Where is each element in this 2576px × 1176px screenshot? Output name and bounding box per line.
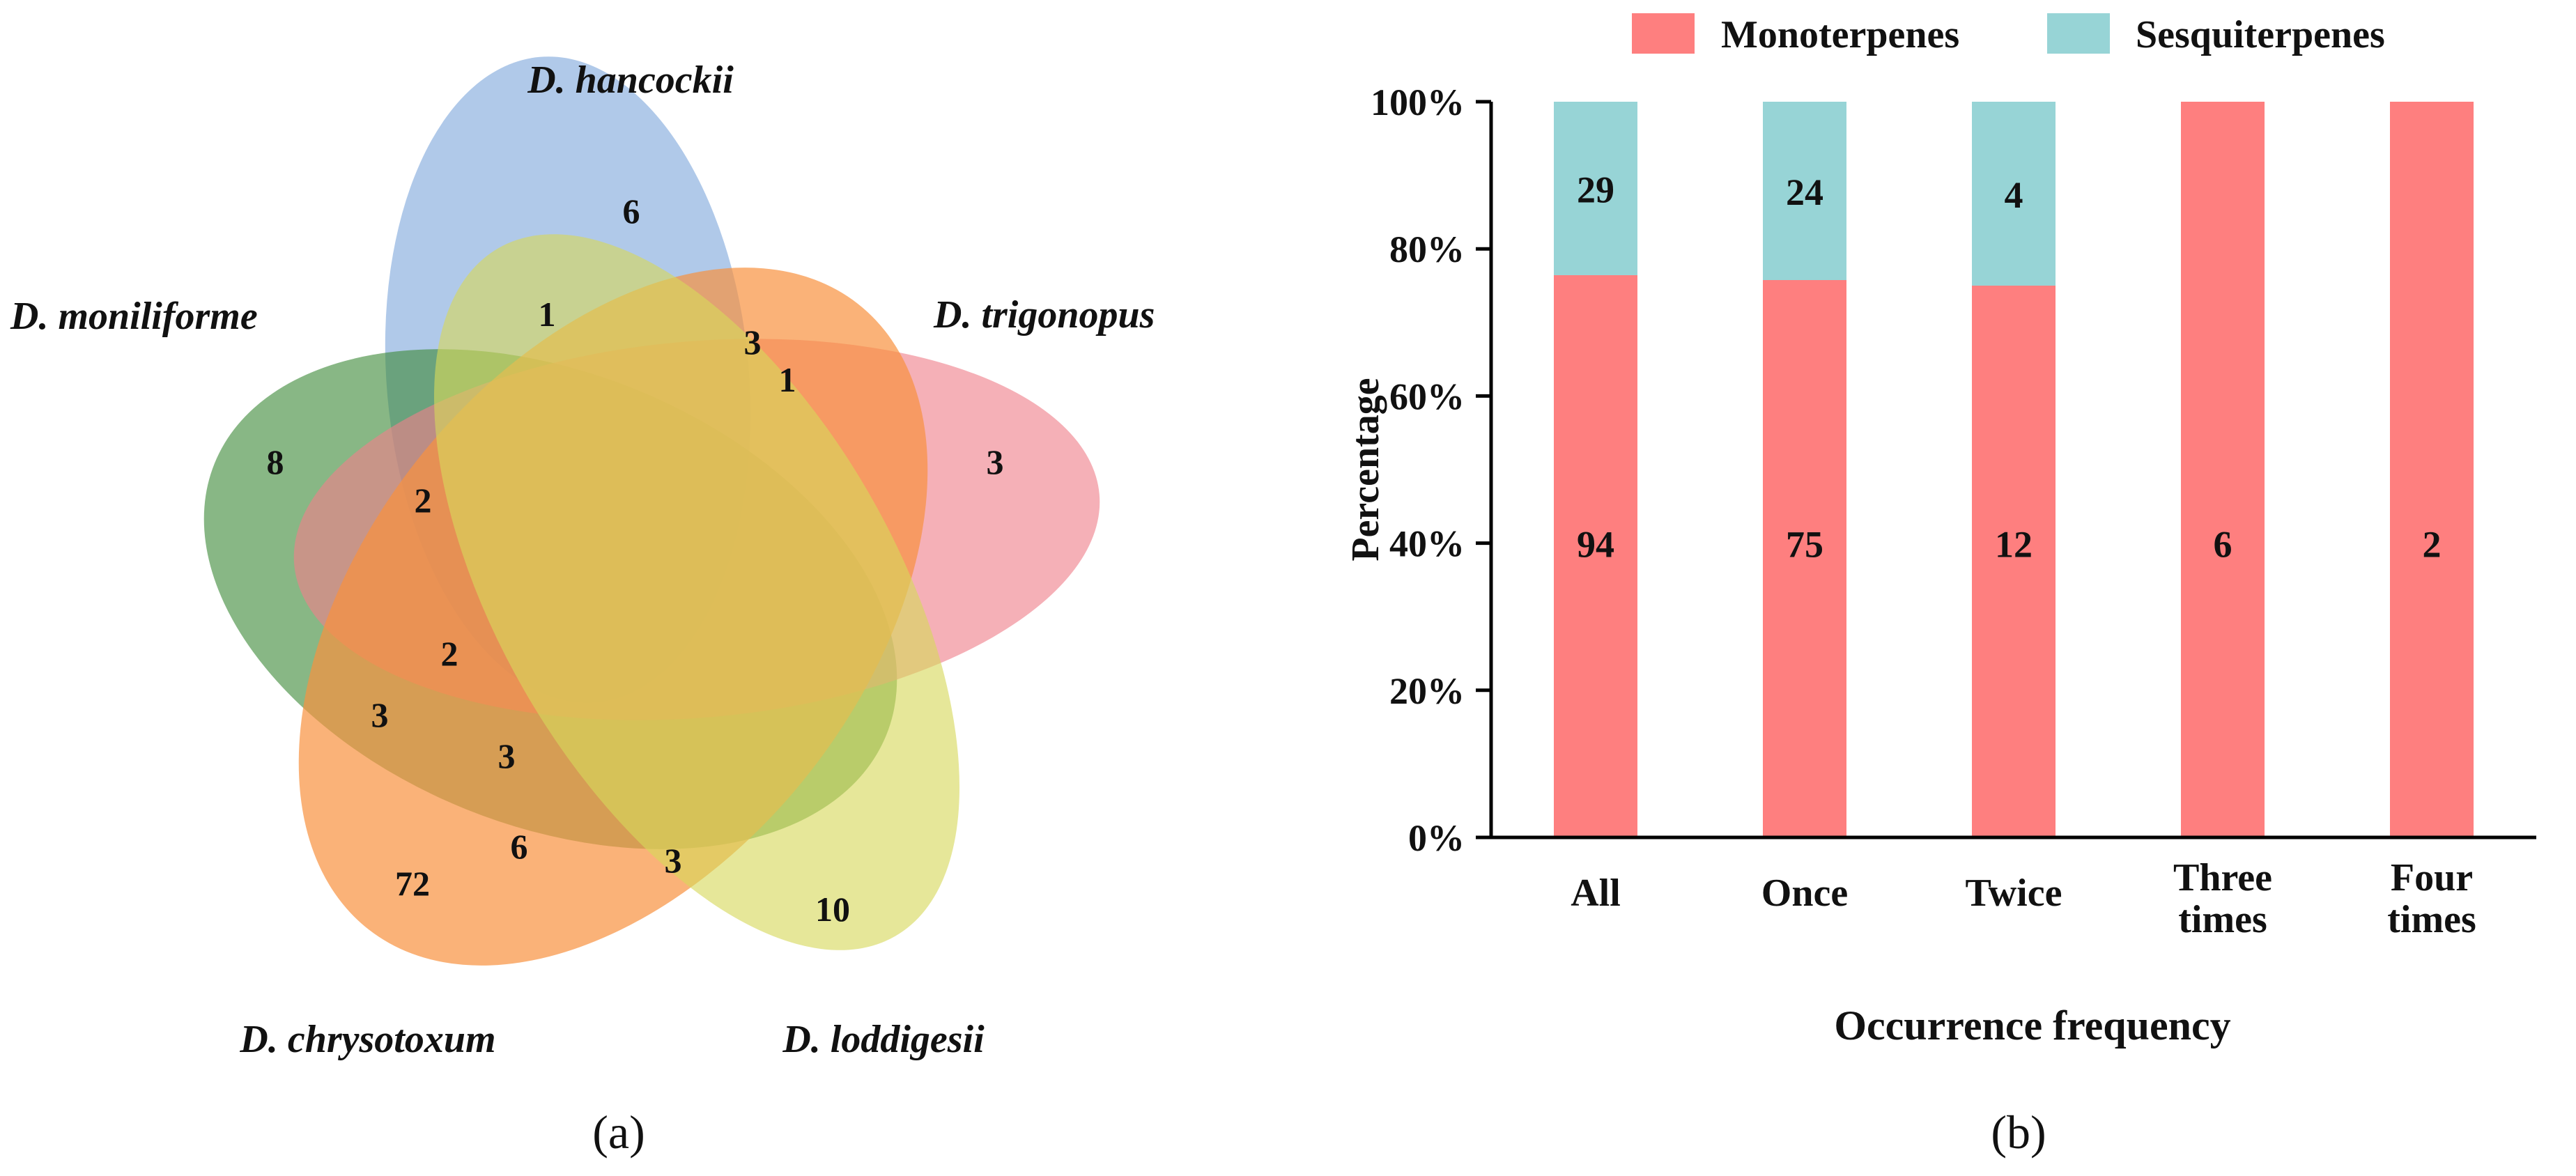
venn-count: 72 bbox=[395, 864, 430, 903]
bar-segment-sesquiterpenes bbox=[1972, 102, 2056, 286]
venn-count: 1 bbox=[539, 295, 556, 334]
bar-segment-monoterpenes bbox=[2390, 102, 2474, 837]
legend-label-sesquiterpenes: Sesquiterpenes bbox=[2136, 13, 2385, 56]
venn-count: 8 bbox=[267, 442, 284, 481]
x-axis-title: Occurrence frequency bbox=[1834, 1003, 2230, 1049]
y-axis-ticks: 0% 20% 40% 60% 80% 100% bbox=[1371, 82, 1491, 859]
venn-counts: 6 1 3 1 3 8 2 2 3 3 6 72 3 10 bbox=[267, 192, 1004, 929]
venn-count: 2 bbox=[441, 634, 458, 673]
venn-count: 6 bbox=[623, 192, 640, 231]
species-label-loddigesii: D. loddigesii bbox=[782, 1018, 985, 1061]
bar-value-label: 94 bbox=[1577, 524, 1614, 566]
legend-swatch-monoterpenes bbox=[1632, 13, 1695, 54]
venn-count: 10 bbox=[815, 890, 850, 929]
venn-count: 3 bbox=[498, 736, 516, 775]
venn-count: 2 bbox=[415, 481, 432, 520]
y-tick-label: 40% bbox=[1389, 523, 1465, 565]
bar-segment-sesquiterpenes bbox=[1554, 102, 1637, 275]
bar-value-label: 6 bbox=[2214, 524, 2232, 566]
bar-value-label: 12 bbox=[1995, 524, 2033, 566]
x-axis-categories: All Once Twice Three times Four times bbox=[1571, 856, 2476, 941]
bar-value-label: 29 bbox=[1577, 169, 1614, 210]
y-tick-label: 60% bbox=[1389, 376, 1465, 417]
y-axis-title: Percentage bbox=[1344, 378, 1387, 561]
venn-diagram: D. hancockii D. moniliforme D. trigonopu… bbox=[10, 56, 1155, 1159]
legend-swatch-sesquiterpenes bbox=[2047, 13, 2110, 54]
venn-count: 3 bbox=[987, 442, 1004, 481]
venn-count: 3 bbox=[744, 323, 762, 362]
x-tick-label: Three times bbox=[2173, 856, 2272, 941]
legend-label-monoterpenes: Monoterpenes bbox=[1721, 13, 1959, 56]
x-tick-label: Twice bbox=[1966, 872, 2062, 915]
bar-segment-sesquiterpenes bbox=[1763, 102, 1846, 280]
x-tick-label: Four times bbox=[2387, 856, 2476, 941]
bar-segment-monoterpenes bbox=[1554, 274, 1637, 838]
species-label-chrysotoxum: D. chrysotoxum bbox=[239, 1018, 495, 1061]
species-label-hancockii: D. hancockii bbox=[527, 59, 734, 102]
species-label-moniliforme: D. moniliforme bbox=[10, 295, 258, 338]
y-tick-label: 100% bbox=[1371, 82, 1465, 123]
venn-ellipse-loddigesii bbox=[433, 234, 960, 950]
species-label-trigonopus: D. trigonopus bbox=[933, 293, 1155, 336]
y-tick-label: 20% bbox=[1389, 670, 1465, 712]
panel-caption-b: (b) bbox=[1991, 1106, 2046, 1159]
bar-value-label: 4 bbox=[2005, 174, 2023, 216]
chart-legend: Monoterpenes Sesquiterpenes bbox=[1632, 13, 2385, 56]
bar-segment-monoterpenes bbox=[1763, 280, 1846, 837]
venn-count: 1 bbox=[779, 360, 796, 399]
bar-value-label: 24 bbox=[1786, 171, 1823, 213]
venn-count: 6 bbox=[511, 827, 528, 866]
bar-value-label: 2 bbox=[2423, 524, 2442, 566]
x-tick-label: Once bbox=[1761, 872, 1848, 915]
y-tick-label: 0% bbox=[1408, 817, 1465, 859]
bars: 94 29 75 24 12 4 6 2 bbox=[1554, 102, 2474, 838]
bar-value-label: 75 bbox=[1786, 524, 1823, 566]
stacked-bar-chart: Monoterpenes Sesquiterpenes 0% 20% 40% 60% 8… bbox=[1344, 13, 2536, 1159]
y-tick-label: 80% bbox=[1389, 229, 1465, 270]
panel-caption-a: (a) bbox=[592, 1106, 645, 1159]
venn-count: 3 bbox=[371, 695, 389, 734]
bar-segment-monoterpenes bbox=[2181, 102, 2265, 837]
venn-count: 3 bbox=[665, 841, 682, 880]
x-tick-label: All bbox=[1571, 872, 1621, 915]
bar-segment-monoterpenes bbox=[1972, 286, 2056, 837]
